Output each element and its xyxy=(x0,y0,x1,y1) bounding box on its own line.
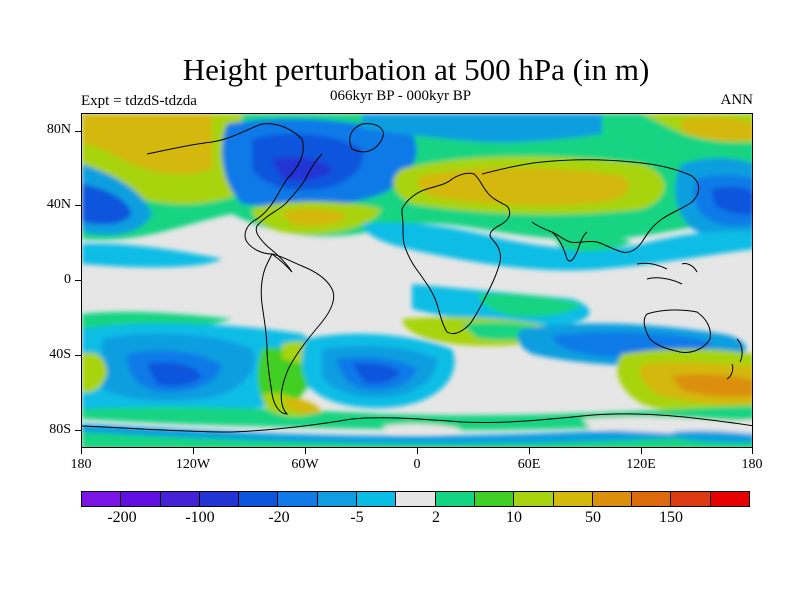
colorbar-swatch xyxy=(514,492,554,506)
colorbar-label: -100 xyxy=(185,509,215,526)
y-tick-label: 0 xyxy=(64,272,71,287)
y-tick-label: 80S xyxy=(49,422,71,437)
x-tick-label: 120W xyxy=(175,457,211,472)
x-tick-label: 60W xyxy=(291,457,319,472)
colorbar-swatch xyxy=(160,492,200,506)
experiment-label: Expt = tdzdS-tdzda xyxy=(81,93,197,109)
x-tick-mark xyxy=(529,448,530,454)
y-tick-label: 40S xyxy=(49,347,71,362)
colorbar-label: -5 xyxy=(350,509,364,526)
colorbar-swatch xyxy=(592,492,633,506)
colorbar-label: -20 xyxy=(268,509,290,526)
y-tick-mark xyxy=(75,131,81,132)
x-tick-label: 180 xyxy=(741,457,763,472)
colorbar-label: -200 xyxy=(107,509,137,526)
x-tick-mark xyxy=(417,448,418,454)
colorbar-swatch xyxy=(317,492,358,506)
chart-subtitle: 066kyr BP - 000kyr BP xyxy=(330,88,472,104)
colorbar-swatch xyxy=(278,492,318,506)
colorbar-swatch xyxy=(396,492,436,506)
y-tick-label: 80N xyxy=(46,122,71,137)
colorbar-swatch xyxy=(121,492,161,506)
y-tick-label: 40N xyxy=(46,197,71,212)
x-tick-label: 60E xyxy=(517,457,541,472)
coastlines xyxy=(82,123,752,433)
x-tick-mark xyxy=(193,448,194,454)
colorbar xyxy=(81,491,750,507)
y-tick-mark xyxy=(75,355,81,356)
x-tick-label: 180 xyxy=(70,457,92,472)
x-tick-mark xyxy=(305,448,306,454)
season-label: ANN xyxy=(720,92,754,108)
colorbar-swatch xyxy=(553,492,593,506)
colorbar-swatch xyxy=(239,492,279,506)
x-tick-mark xyxy=(641,448,642,454)
colorbar-label: 150 xyxy=(659,509,683,526)
x-tick-label: 0 xyxy=(413,457,421,472)
x-tick-label: 120E xyxy=(626,457,656,472)
colorbar-swatch xyxy=(671,492,711,506)
x-tick-mark xyxy=(752,448,753,454)
y-tick-mark xyxy=(75,280,81,281)
colorbar-swatch xyxy=(82,492,122,506)
colorbar-swatch xyxy=(474,492,515,506)
colorbar-swatch xyxy=(357,492,397,506)
x-tick-mark xyxy=(81,448,82,454)
colorbar-swatch xyxy=(710,492,750,506)
field-shading xyxy=(82,114,752,447)
colorbar-swatch xyxy=(632,492,672,506)
map-field xyxy=(82,114,752,447)
colorbar-label: 2 xyxy=(432,509,440,526)
y-tick-mark xyxy=(75,430,81,431)
y-tick-mark xyxy=(75,205,81,206)
map-plot xyxy=(81,113,753,448)
colorbar-swatch xyxy=(435,492,475,506)
colorbar-label: 10 xyxy=(506,509,522,526)
chart-title: Height perturbation at 500 hPa (in m) xyxy=(182,52,650,87)
colorbar-label: 50 xyxy=(585,509,601,526)
colorbar-swatch xyxy=(199,492,240,506)
